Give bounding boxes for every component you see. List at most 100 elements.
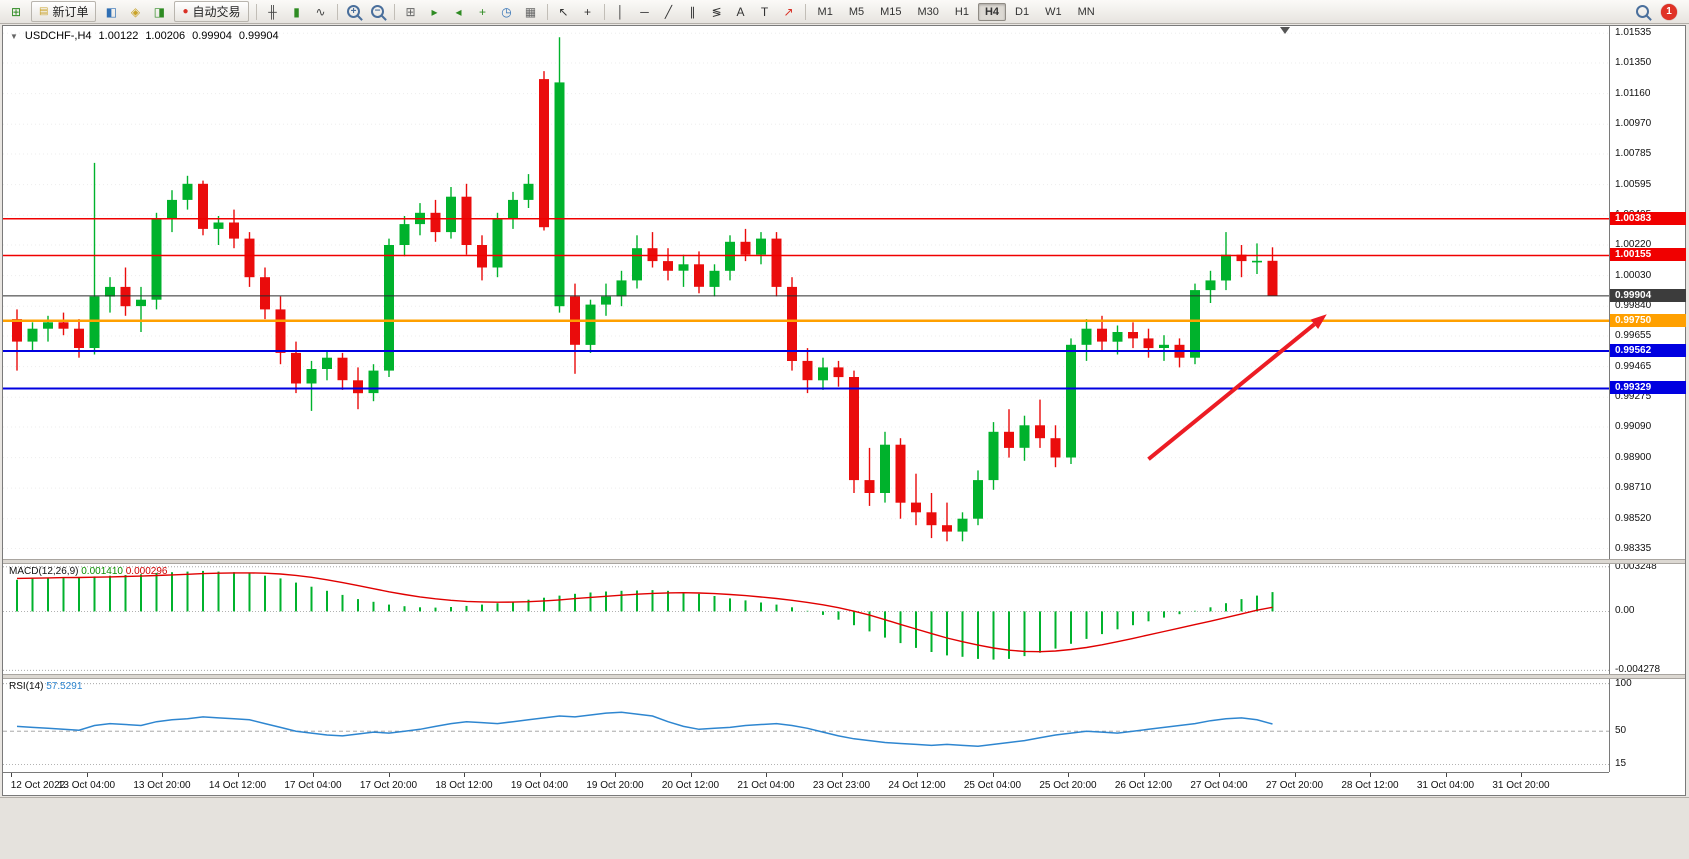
timeframe-M15[interactable]: M15 bbox=[880, 5, 902, 18]
price-axis[interactable]: 1.01535 1.01350 1.01160 1.00970 1.00785 1.005… bbox=[1609, 26, 1686, 772]
macd-axis-label: -0.004278 bbox=[1615, 664, 1661, 676]
market-watch-icon[interactable]: ◧ bbox=[105, 4, 118, 19]
arrows-icon[interactable]: ↗ bbox=[783, 4, 794, 19]
time-axis-tick bbox=[1294, 773, 1296, 777]
rsi-axis-label: 100 bbox=[1615, 677, 1632, 689]
timeframe-MN[interactable]: MN bbox=[1077, 5, 1095, 18]
search-icon[interactable] bbox=[1631, 1, 1653, 22]
chart-symbol-period: USDCHF-,H4 bbox=[24, 30, 92, 42]
auto-scroll-icon[interactable]: ▸ bbox=[431, 4, 438, 19]
macd-chart[interactable] bbox=[3, 564, 1609, 674]
toolbar-left-group: ⊞ ▤新订单 ◧ ◈ ◨ ●自动交易 ╫ ▮ ∿ ⊞ ▸ ◂ + ◷ ▦ ↖ + │ ─ ╱ ∥ ≶ AT ↗ M1 M5 M15 M… bbox=[4, 1, 1103, 22]
indicators-icon[interactable]: + bbox=[479, 4, 487, 19]
chart-window[interactable]: ▼ USDCHF-,H4 1.00122 1.00206 0.99904 0.9… bbox=[2, 25, 1686, 796]
price-axis-label: 0.98900 bbox=[1615, 451, 1652, 463]
time-axis-tick bbox=[162, 773, 163, 777]
tile-windows-icon[interactable]: ⊞ bbox=[405, 4, 416, 19]
time-axis-label: 19 Oct 04:00 bbox=[510, 780, 569, 791]
status-area bbox=[0, 797, 1689, 859]
notification-badge[interactable]: 1 bbox=[1661, 3, 1677, 20]
time-axis-label: 27 Oct 04:00 bbox=[1190, 780, 1248, 791]
price-axis-label: 0.98335 bbox=[1615, 542, 1652, 554]
hline-price-tag[interactable]: 1.00155 bbox=[1610, 248, 1686, 261]
timeframe-H1[interactable]: H1 bbox=[954, 5, 969, 18]
magnifier-glyph bbox=[1635, 5, 1649, 18]
price-axis-label: 1.00220 bbox=[1615, 238, 1652, 250]
periods-icon[interactable]: ◷ bbox=[501, 4, 512, 19]
auto-trading-button[interactable]: ● 自动交易 bbox=[174, 1, 249, 22]
price-axis-label: 0.99090 bbox=[1615, 420, 1652, 432]
time-axis-tick bbox=[1219, 773, 1220, 777]
channel-icon[interactable]: ∥ bbox=[689, 4, 696, 19]
rsi-plot[interactable] bbox=[3, 679, 1609, 771]
time-axis-label: 28 Oct 12:00 bbox=[1341, 780, 1399, 791]
fibonacci-icon[interactable]: ≶ bbox=[711, 4, 722, 19]
toolbar-right-group: 1 bbox=[1630, 1, 1685, 22]
timeframe-M1[interactable]: M1 bbox=[817, 5, 833, 18]
magnifier-glyph bbox=[347, 5, 361, 18]
toolbar: ⊞ ▤新订单 ◧ ◈ ◨ ●自动交易 ╫ ▮ ∿ ⊞ ▸ ◂ + ◷ ▦ ↖ + │ ─ ╱ ∥ ≶ AT ↗ M1 M5 M15 M… bbox=[0, 0, 1689, 24]
price-axis-label: 1.00785 bbox=[1615, 148, 1652, 160]
time-axis-label: 27 Oct 20:00 bbox=[1265, 780, 1324, 791]
hline-price-tag[interactable]: 0.99750 bbox=[1610, 314, 1686, 327]
timeframe-M5[interactable]: M5 bbox=[848, 5, 865, 18]
timeframe-H4[interactable]: H4 bbox=[977, 2, 1007, 21]
cursor-icon[interactable]: ↖ bbox=[558, 4, 569, 19]
price-axis-label: 0.99465 bbox=[1615, 360, 1652, 372]
button-icon: ▤ bbox=[39, 6, 49, 17]
macd-name: MACD(12,26,9) bbox=[9, 566, 79, 577]
current-price-tag[interactable]: 0.99904 bbox=[1610, 289, 1686, 302]
macd-main-value: 0.001410 bbox=[81, 566, 123, 577]
text-icon[interactable]: A bbox=[736, 4, 745, 19]
ohlc-open: 1.00122 bbox=[98, 30, 139, 42]
macd-plot[interactable] bbox=[3, 564, 1609, 674]
chart-shift-icon[interactable]: ◂ bbox=[455, 4, 462, 19]
timeframe-W1[interactable]: W1 bbox=[1045, 5, 1062, 18]
one-click-trading-toggle[interactable]: ▼ bbox=[10, 31, 18, 41]
navigator-icon[interactable]: ◈ bbox=[130, 4, 141, 19]
terminal-icon[interactable]: ◨ bbox=[153, 4, 166, 19]
toolbar-separator bbox=[603, 3, 605, 20]
rsi-value: 57.5291 bbox=[46, 681, 83, 692]
trendline-icon[interactable]: ╱ bbox=[664, 4, 673, 19]
zoom-out-icon[interactable] bbox=[367, 1, 389, 22]
time-axis-tick bbox=[1445, 773, 1447, 777]
line-chart-icon[interactable]: ∿ bbox=[315, 4, 326, 19]
templates-icon[interactable]: ▦ bbox=[524, 4, 537, 19]
bar-chart-icon[interactable]: ╫ bbox=[268, 4, 277, 19]
rsi-axis-label: 50 bbox=[1615, 725, 1627, 737]
crosshair-icon[interactable]: + bbox=[584, 4, 592, 19]
price-axis-label: 0.99655 bbox=[1615, 329, 1652, 341]
chart-shift-marker bbox=[1280, 27, 1290, 34]
time-axis-label: 17 Oct 04:00 bbox=[284, 780, 342, 791]
new-order-button[interactable]: ▤ 新订单 bbox=[31, 1, 97, 22]
candlestick-plot[interactable] bbox=[3, 26, 1609, 559]
time-axis-tick bbox=[917, 773, 918, 777]
zoom-in-icon[interactable] bbox=[343, 1, 365, 22]
price-axis-label: 0.98520 bbox=[1615, 512, 1652, 524]
timeframe-D1[interactable]: D1 bbox=[1015, 5, 1030, 18]
time-axis-label: 13 Oct 20:00 bbox=[133, 780, 191, 791]
candlestick-icon[interactable]: ▮ bbox=[293, 4, 300, 19]
price-axis-label: 1.00595 bbox=[1615, 178, 1652, 190]
time-axis-label: 23 Oct 23:00 bbox=[812, 780, 871, 791]
hline-price-tag[interactable]: 0.99329 bbox=[1610, 381, 1686, 394]
price-axis-label: 0.99840 bbox=[1615, 300, 1652, 312]
new-chart-icon[interactable]: ⊞ bbox=[10, 4, 22, 19]
horizontal-line-icon[interactable]: ─ bbox=[640, 4, 649, 19]
rsi-chart[interactable] bbox=[3, 679, 1609, 771]
time-axis[interactable]: 12 Oct 2022 13 Oct 04:00 13 Oct 20:00 14 Oc… bbox=[3, 772, 1609, 795]
price-chart[interactable] bbox=[3, 26, 1609, 559]
toolbar-separator bbox=[393, 3, 395, 20]
macd-label: MACD(12,26,9) 0.001410 0.000296 bbox=[9, 566, 167, 577]
pane-divider[interactable] bbox=[3, 559, 1685, 564]
hline-price-tag[interactable]: 0.99562 bbox=[1610, 344, 1686, 357]
rsi-label: RSI(14) 57.5291 bbox=[9, 681, 82, 692]
hline-price-tag[interactable]: 1.00383 bbox=[1610, 212, 1686, 225]
time-axis-label: 31 Oct 20:00 bbox=[1492, 780, 1550, 791]
time-axis-tick bbox=[690, 773, 692, 777]
label-icon[interactable]: T bbox=[760, 4, 769, 19]
pane-divider[interactable] bbox=[3, 674, 1685, 679]
timeframe-M30[interactable]: M30 bbox=[917, 5, 939, 18]
vertical-line-icon[interactable]: │ bbox=[616, 4, 625, 19]
